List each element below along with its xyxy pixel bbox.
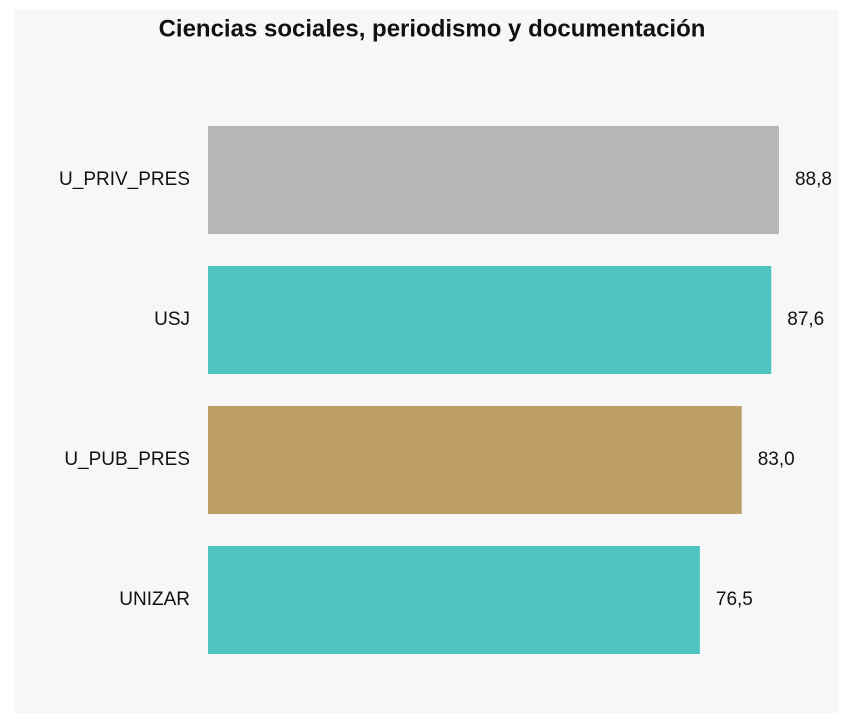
chart-title: Ciencias sociales, periodismo y document… (159, 15, 706, 42)
y-tick-label: U_PRIV_PRES (59, 169, 190, 190)
value-label: 76,5 (716, 589, 753, 610)
bar (208, 546, 700, 654)
value-label: 88,8 (795, 169, 832, 190)
bar (208, 406, 742, 514)
y-tick-label: USJ (154, 309, 190, 330)
bar (208, 266, 772, 374)
value-label: 87,6 (787, 309, 824, 330)
value-label: 83,0 (758, 449, 795, 470)
y-tick-label: U_PUB_PRES (64, 449, 190, 470)
y-tick-label: UNIZAR (119, 589, 190, 610)
bar (208, 126, 779, 234)
